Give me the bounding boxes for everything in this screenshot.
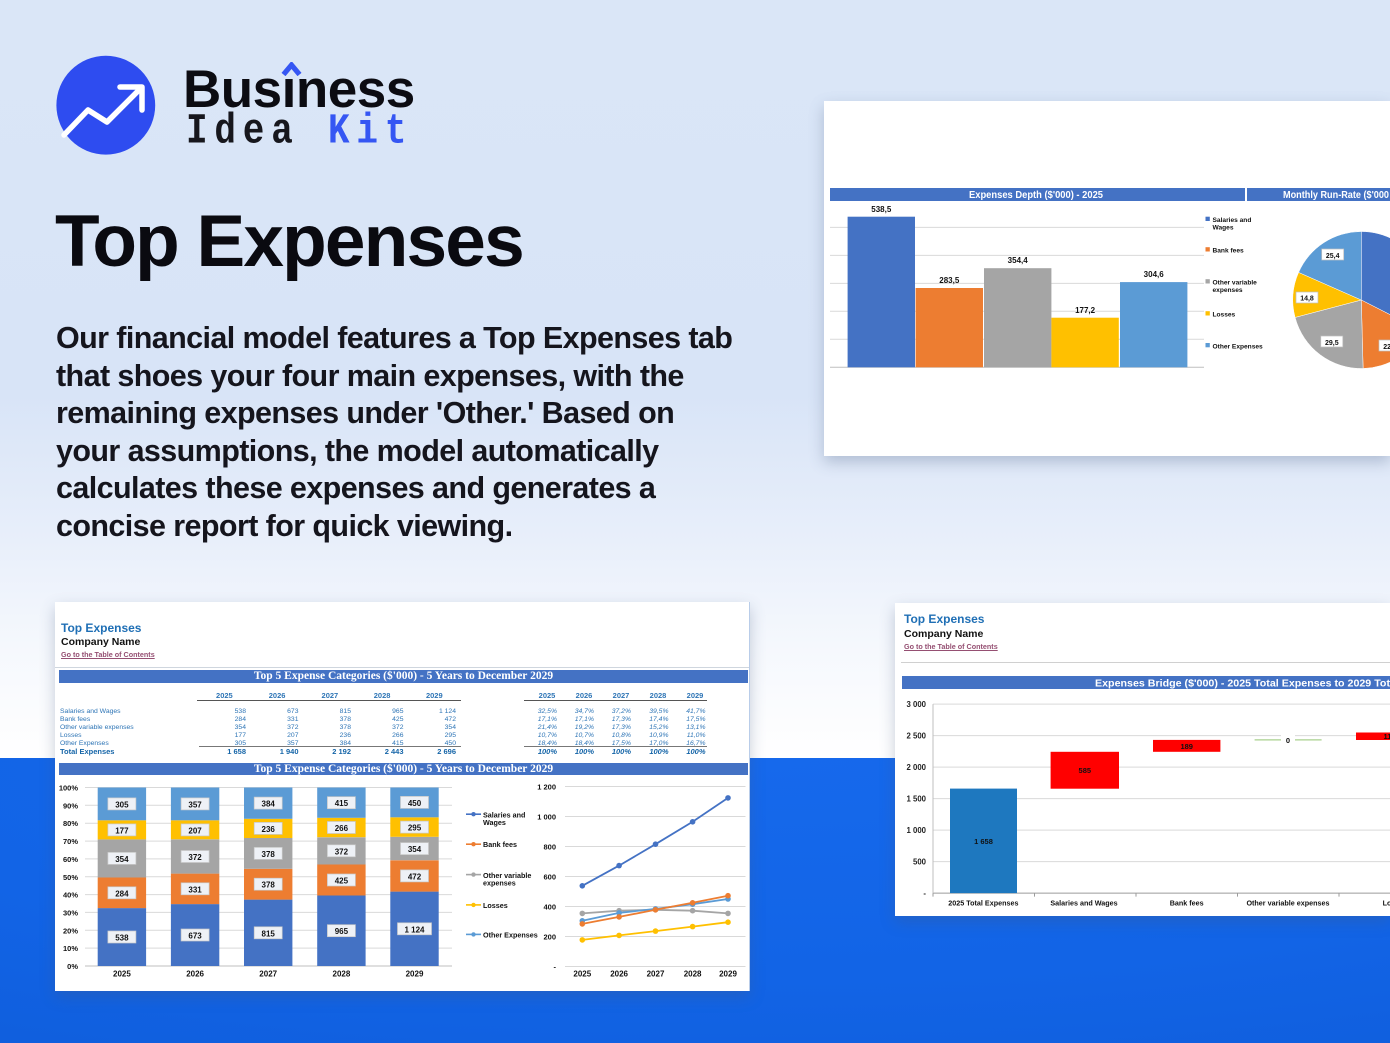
svg-text:Salaries and Wages: Salaries and Wages <box>1050 899 1117 908</box>
svg-text:585: 585 <box>1079 766 1092 775</box>
svg-text:425: 425 <box>335 877 349 886</box>
svg-text:189: 189 <box>1180 742 1193 751</box>
svg-text:Losses: Losses <box>1383 899 1390 908</box>
svg-text:378: 378 <box>262 881 276 890</box>
svg-text:2025: 2025 <box>113 970 131 979</box>
svg-text:14,8: 14,8 <box>1300 296 1314 303</box>
svg-text:538: 538 <box>115 934 129 943</box>
svg-text:30%: 30% <box>63 908 78 917</box>
svg-text:Other Expenses: Other Expenses <box>1213 343 1264 350</box>
svg-text:100%: 100% <box>59 784 79 793</box>
svg-text:200: 200 <box>543 933 556 942</box>
svg-text:Expenses Depth ($'000) - 2025: Expenses Depth ($'000) - 2025 <box>969 190 1103 201</box>
svg-text:372: 372 <box>335 847 349 856</box>
svg-text:236: 236 <box>262 825 276 834</box>
svg-text:1 658: 1 658 <box>974 837 993 846</box>
svg-text:354: 354 <box>115 855 129 864</box>
svg-text:2027: 2027 <box>259 970 277 979</box>
svg-text:331: 331 <box>188 885 202 894</box>
svg-text:2029: 2029 <box>406 970 424 979</box>
svg-text:673: 673 <box>188 932 202 941</box>
svg-text:472: 472 <box>408 872 422 881</box>
svg-text:Bank fees: Bank fees <box>1170 899 1204 908</box>
svg-text:384: 384 <box>262 800 276 809</box>
svg-text:2029: 2029 <box>719 970 737 979</box>
svg-text:207: 207 <box>188 826 202 835</box>
svg-text:538,5: 538,5 <box>871 205 892 214</box>
svg-text:2026: 2026 <box>610 970 628 979</box>
svg-text:450: 450 <box>408 799 422 808</box>
svg-text:Bank fees: Bank fees <box>483 840 517 849</box>
svg-text:354,4: 354,4 <box>1008 256 1029 265</box>
svg-text:2 500: 2 500 <box>906 732 926 741</box>
svg-text:Wages: Wages <box>1213 224 1234 231</box>
svg-text:Bank fees: Bank fees <box>1213 248 1244 255</box>
svg-text:1 500: 1 500 <box>906 795 926 804</box>
svg-text:1 000: 1 000 <box>537 813 556 822</box>
svg-text:29,5: 29,5 <box>1325 340 1339 347</box>
svg-text:expenses: expenses <box>1213 287 1243 294</box>
svg-text:354: 354 <box>408 845 422 854</box>
svg-text:Salaries and: Salaries and <box>483 810 525 819</box>
svg-text:266: 266 <box>335 824 349 833</box>
svg-text:1 000: 1 000 <box>906 826 926 835</box>
svg-text:Other variable: Other variable <box>483 871 531 880</box>
svg-text:378: 378 <box>262 850 276 859</box>
svg-text:0%: 0% <box>67 962 78 971</box>
svg-text:2026: 2026 <box>186 970 204 979</box>
svg-text:372: 372 <box>188 853 202 862</box>
svg-text:500: 500 <box>913 858 927 867</box>
svg-text:Monthly Run-Rate ($'000: Monthly Run-Rate ($'000 <box>1283 190 1389 201</box>
svg-text:50%: 50% <box>63 873 78 882</box>
svg-text:2027: 2027 <box>647 970 665 979</box>
svg-text:284: 284 <box>115 889 129 898</box>
svg-text:305: 305 <box>115 800 129 809</box>
svg-text:0: 0 <box>1286 736 1290 745</box>
svg-text:Other variable: Other variable <box>1213 280 1258 287</box>
svg-text:177: 177 <box>115 826 129 835</box>
svg-text:80%: 80% <box>63 819 78 828</box>
svg-text:283,5: 283,5 <box>939 276 960 285</box>
svg-text:40%: 40% <box>63 891 78 900</box>
svg-text:600: 600 <box>543 873 556 882</box>
svg-text:400: 400 <box>543 903 556 912</box>
svg-text:90%: 90% <box>63 801 78 810</box>
svg-text:415: 415 <box>335 799 349 808</box>
svg-text:-: - <box>554 963 557 972</box>
svg-text:Other Expenses: Other Expenses <box>483 930 538 939</box>
svg-text:22,9: 22,9 <box>1383 344 1390 351</box>
svg-text:965: 965 <box>335 927 349 936</box>
svg-text:1 200: 1 200 <box>537 783 556 792</box>
svg-text:-: - <box>923 889 926 898</box>
svg-text:2 000: 2 000 <box>906 763 926 772</box>
svg-text:815: 815 <box>262 929 276 938</box>
svg-text:2028: 2028 <box>684 970 702 979</box>
svg-text:Losses: Losses <box>483 901 508 910</box>
svg-text:Losses: Losses <box>1213 312 1236 319</box>
svg-text:800: 800 <box>543 843 556 852</box>
svg-text:177,2: 177,2 <box>1075 306 1096 315</box>
svg-text:2025: 2025 <box>573 970 591 979</box>
svg-text:304,6: 304,6 <box>1144 270 1165 279</box>
svg-text:Wages: Wages <box>483 818 506 827</box>
svg-text:1 124: 1 124 <box>404 925 425 934</box>
svg-text:20%: 20% <box>63 926 78 935</box>
svg-text:357: 357 <box>188 800 202 809</box>
svg-text:Expenses Bridge ($'000) - 2025: Expenses Bridge ($'000) - 2025 Total Exp… <box>1095 678 1390 690</box>
svg-text:Other variable expenses: Other variable expenses <box>1246 899 1329 908</box>
svg-text:Salaries and: Salaries and <box>1213 217 1252 224</box>
svg-text:60%: 60% <box>63 855 78 864</box>
svg-text:2025 Total Expenses: 2025 Total Expenses <box>948 899 1018 908</box>
svg-text:70%: 70% <box>63 837 78 846</box>
svg-text:25,4: 25,4 <box>1326 253 1340 260</box>
svg-text:expenses: expenses <box>483 879 516 888</box>
svg-text:3 000: 3 000 <box>906 700 926 709</box>
svg-text:118: 118 <box>1383 732 1390 741</box>
svg-text:10%: 10% <box>63 944 78 953</box>
svg-text:295: 295 <box>408 824 422 833</box>
svg-text:2028: 2028 <box>333 970 351 979</box>
